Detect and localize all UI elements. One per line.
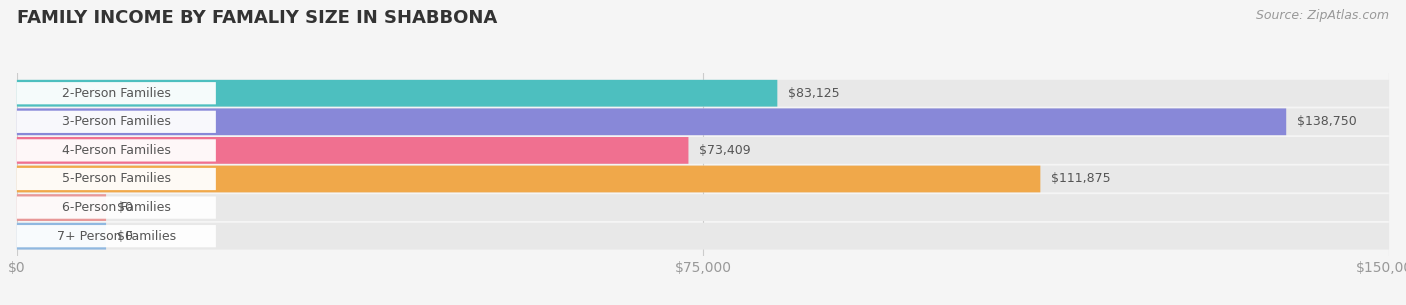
Text: 4-Person Families: 4-Person Families xyxy=(62,144,170,157)
Text: FAMILY INCOME BY FAMALIY SIZE IN SHABBONA: FAMILY INCOME BY FAMALIY SIZE IN SHABBON… xyxy=(17,9,498,27)
FancyBboxPatch shape xyxy=(17,82,217,104)
FancyBboxPatch shape xyxy=(17,223,105,249)
FancyBboxPatch shape xyxy=(17,196,217,219)
Text: $0: $0 xyxy=(117,230,134,243)
Text: $111,875: $111,875 xyxy=(1052,173,1111,185)
Text: $0: $0 xyxy=(117,201,134,214)
FancyBboxPatch shape xyxy=(17,225,217,247)
Text: Source: ZipAtlas.com: Source: ZipAtlas.com xyxy=(1256,9,1389,22)
FancyBboxPatch shape xyxy=(17,109,1286,135)
FancyBboxPatch shape xyxy=(17,80,1389,107)
FancyBboxPatch shape xyxy=(17,166,1040,192)
FancyBboxPatch shape xyxy=(17,139,217,162)
FancyBboxPatch shape xyxy=(17,137,1389,164)
Text: $138,750: $138,750 xyxy=(1298,115,1357,128)
FancyBboxPatch shape xyxy=(17,168,217,190)
FancyBboxPatch shape xyxy=(17,223,1389,249)
FancyBboxPatch shape xyxy=(17,109,1389,135)
FancyBboxPatch shape xyxy=(17,194,105,221)
Text: 5-Person Families: 5-Person Families xyxy=(62,173,172,185)
Text: 3-Person Families: 3-Person Families xyxy=(62,115,170,128)
Text: 2-Person Families: 2-Person Families xyxy=(62,87,170,100)
Text: $83,125: $83,125 xyxy=(789,87,839,100)
Text: 6-Person Families: 6-Person Families xyxy=(62,201,170,214)
FancyBboxPatch shape xyxy=(17,137,689,164)
FancyBboxPatch shape xyxy=(17,111,217,133)
Text: $73,409: $73,409 xyxy=(699,144,751,157)
Text: 7+ Person Families: 7+ Person Families xyxy=(56,230,176,243)
FancyBboxPatch shape xyxy=(17,80,778,107)
FancyBboxPatch shape xyxy=(17,194,1389,221)
FancyBboxPatch shape xyxy=(17,166,1389,192)
